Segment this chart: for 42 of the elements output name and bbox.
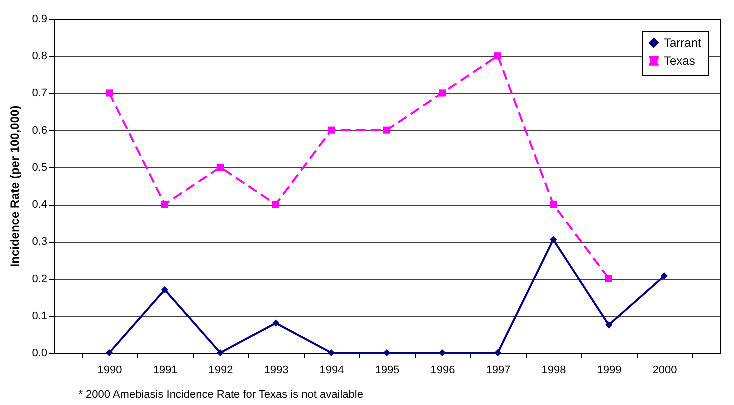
point: [272, 201, 280, 208]
y-tick-label: 0.2: [32, 273, 48, 286]
point: [494, 52, 502, 60]
x-tick-label: 1995: [375, 364, 400, 376]
point: [216, 164, 224, 171]
point: [161, 286, 169, 294]
y-tick-label: 0.5: [32, 162, 48, 174]
legend-label: Texas: [664, 54, 696, 68]
y-tick-label: 0.1: [32, 310, 48, 322]
point: [605, 275, 613, 282]
x-tick-label: 1990: [98, 364, 122, 376]
y-tick-label: 0.4: [32, 199, 48, 212]
point: [106, 349, 114, 357]
text: * 2000 Amebiasis Incidence Rate for Texas is not available: [78, 389, 364, 401]
x-tick-label: 1991: [153, 364, 178, 376]
point: [383, 126, 391, 134]
x-tick-label: 1997: [486, 364, 511, 376]
point: [660, 272, 668, 280]
y-tick-label: 0.0: [32, 348, 48, 360]
y-tick-label: 0.3: [32, 236, 48, 248]
point: [438, 90, 446, 97]
point: [605, 322, 613, 329]
y-tick-label: 0.8: [32, 50, 48, 63]
x-tick-label: 1996: [430, 364, 456, 376]
y-tick-label: 0.6: [32, 124, 48, 137]
point: [106, 90, 114, 97]
y-axis-title: Incidence Rate (per 100,000): [8, 106, 22, 268]
x-tick-label: 1994: [320, 364, 344, 376]
legend-label: Tarrant: [664, 36, 702, 50]
x-tick-label: 2000: [652, 364, 678, 376]
point: [272, 320, 280, 327]
x-tick-label: 1992: [208, 364, 234, 376]
point: [550, 201, 558, 208]
point: [328, 126, 336, 134]
point: [550, 236, 558, 244]
point: [216, 349, 224, 357]
x-tick-label: 1999: [597, 364, 622, 376]
x-tick-label: 1998: [542, 364, 566, 376]
point: [161, 201, 169, 208]
x-tick-label: 1993: [264, 364, 289, 376]
y-tick-label: 0.9: [32, 14, 48, 26]
y-tick-label: 0.7: [32, 88, 48, 100]
